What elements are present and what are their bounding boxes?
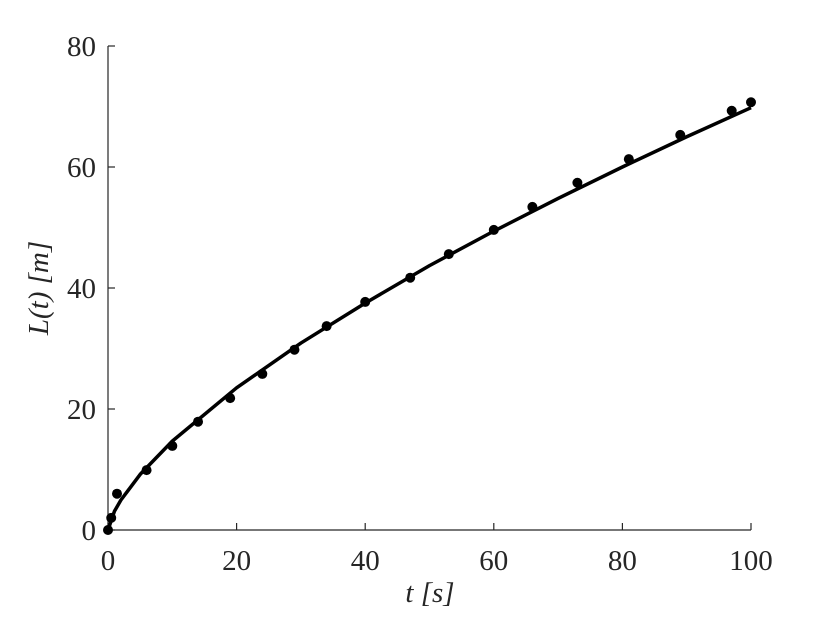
y-tick-label: 20 — [67, 394, 96, 426]
fit-line — [106, 106, 752, 531]
y-tick-label: 80 — [67, 31, 96, 63]
x-tick-label: 80 — [608, 545, 637, 577]
data-point — [726, 105, 737, 116]
x-axis-label: t [s] — [405, 577, 454, 609]
x-tick-label: 20 — [222, 545, 251, 577]
y-axis-label: L(t) [m] — [23, 241, 55, 336]
x-tick-label: 40 — [351, 545, 380, 577]
x-tick-label: 100 — [729, 545, 773, 577]
x-tick-label: 60 — [479, 545, 508, 577]
y-tick-label: 0 — [82, 515, 97, 547]
y-tick-label: 40 — [67, 273, 96, 305]
x-tick-label: 0 — [101, 545, 116, 577]
data-point — [112, 488, 123, 499]
y-tick-label: 60 — [67, 152, 96, 184]
data-point — [572, 177, 583, 188]
data-point — [746, 97, 756, 108]
